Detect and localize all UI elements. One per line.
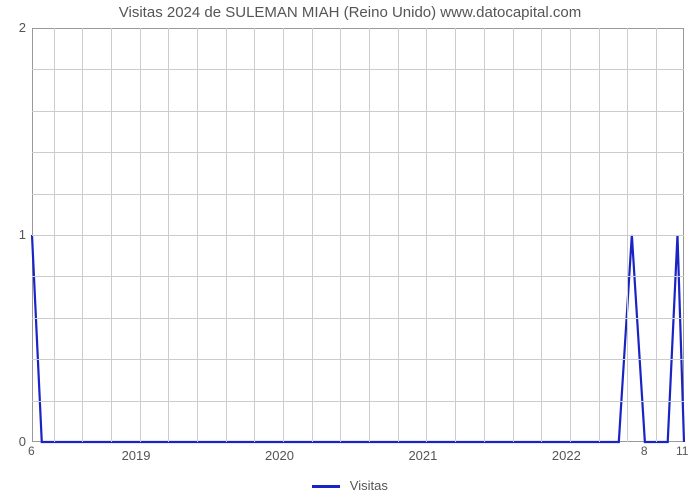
gridline-vertical: [484, 28, 485, 442]
gridline-horizontal: [32, 318, 684, 319]
gridline-vertical: [656, 28, 657, 442]
chart-container: { "chart": { "type": "line", "title": "V…: [0, 0, 700, 500]
gridline-vertical: [599, 28, 600, 442]
line-series-layer: [0, 0, 700, 500]
gridline-vertical: [197, 28, 198, 442]
legend-swatch: [312, 485, 340, 488]
gridline-horizontal: [32, 152, 684, 153]
gridline-vertical: [254, 28, 255, 442]
x-tick-label: 2021: [408, 448, 437, 463]
gridline-horizontal: [32, 69, 684, 70]
gridline-vertical: [312, 28, 313, 442]
x-point-label: 8: [641, 444, 648, 458]
x-point-label: 11: [676, 444, 688, 458]
gridline-vertical: [111, 28, 112, 442]
legend: Visitas: [0, 478, 700, 493]
gridline-vertical: [226, 28, 227, 442]
gridline-horizontal: [32, 276, 684, 277]
gridline-vertical: [627, 28, 628, 442]
legend-label: Visitas: [350, 478, 388, 493]
gridline-horizontal: [32, 401, 684, 402]
gridline-vertical: [541, 28, 542, 442]
gridline-horizontal: [32, 194, 684, 195]
x-tick-label: 2022: [552, 448, 581, 463]
gridline-vertical: [426, 28, 427, 442]
x-tick-label: 2019: [122, 448, 151, 463]
gridline-vertical: [513, 28, 514, 442]
gridline-horizontal: [32, 235, 684, 236]
gridline-vertical: [369, 28, 370, 442]
gridline-vertical: [82, 28, 83, 442]
gridline-vertical: [455, 28, 456, 442]
gridline-vertical: [168, 28, 169, 442]
gridline-horizontal: [32, 359, 684, 360]
gridline-vertical: [340, 28, 341, 442]
y-tick-label: 0: [19, 434, 26, 449]
gridline-vertical: [570, 28, 571, 442]
gridline-vertical: [54, 28, 55, 442]
x-point-label: 6: [28, 444, 35, 458]
y-tick-label: 2: [19, 20, 26, 35]
series-line: [32, 235, 684, 442]
y-tick-label: 1: [19, 227, 26, 242]
gridline-horizontal: [32, 111, 684, 112]
gridline-vertical: [140, 28, 141, 442]
gridline-vertical: [398, 28, 399, 442]
x-tick-label: 2020: [265, 448, 294, 463]
gridline-vertical: [283, 28, 284, 442]
